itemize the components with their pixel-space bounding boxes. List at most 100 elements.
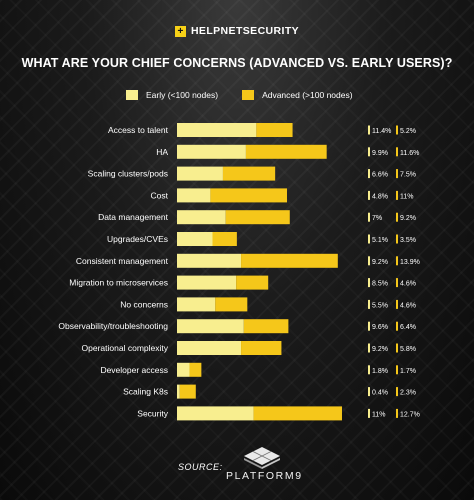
bar-early bbox=[177, 341, 242, 355]
bar-advanced bbox=[241, 341, 282, 355]
data-label-advanced: 2.3% bbox=[400, 390, 416, 397]
category-label: Cost bbox=[151, 190, 169, 200]
platform9-cube-icon bbox=[244, 447, 280, 469]
category-label: Upgrades/CVEs bbox=[107, 234, 168, 244]
data-label-early: 11.4% bbox=[372, 128, 391, 135]
legend-label-early: Early (<100 nodes) bbox=[146, 90, 219, 100]
data-label-early: 9.2% bbox=[372, 346, 388, 353]
data-label-advanced: 13.9% bbox=[400, 259, 420, 266]
data-label-early: 9.6% bbox=[372, 324, 388, 331]
bar-advanced bbox=[225, 210, 290, 225]
category-label: Consistent management bbox=[76, 256, 169, 266]
source-label: SOURCE: bbox=[178, 462, 223, 472]
bar-advanced bbox=[243, 319, 289, 334]
bar-early bbox=[177, 166, 223, 181]
data-label-advanced: 12.7% bbox=[400, 411, 420, 418]
value-marker-early bbox=[368, 321, 370, 331]
bar-early bbox=[177, 319, 244, 334]
value-marker-early bbox=[368, 408, 370, 418]
value-marker-advanced bbox=[396, 278, 398, 288]
bar-early bbox=[177, 232, 213, 246]
legend-item-early: Early (<100 nodes) bbox=[126, 90, 218, 100]
category-label: Observability/troubleshooting bbox=[58, 321, 168, 331]
value-marker-early bbox=[368, 299, 370, 309]
bar-early bbox=[177, 297, 216, 312]
bar-advanced bbox=[210, 188, 287, 203]
data-label-advanced: 4.6% bbox=[400, 302, 416, 309]
bar-advanced bbox=[241, 253, 338, 268]
data-label-early: 1.8% bbox=[372, 368, 388, 375]
data-label-early: 11% bbox=[372, 411, 386, 418]
category-label: Developer access bbox=[100, 365, 168, 375]
data-label-advanced: 9.2% bbox=[400, 215, 416, 222]
bar-advanced bbox=[212, 232, 237, 246]
value-marker-early bbox=[368, 365, 370, 375]
value-marker-early bbox=[368, 147, 370, 157]
bar-early bbox=[177, 362, 190, 377]
brand-name: HELPNETSECURITY bbox=[190, 25, 300, 37]
bar-advanced bbox=[253, 406, 342, 421]
data-label-early: 0.4% bbox=[372, 390, 388, 397]
value-marker-early bbox=[368, 169, 370, 179]
legend-label-advanced: Advanced (>100 nodes) bbox=[262, 90, 353, 100]
value-marker-early bbox=[368, 212, 370, 222]
bar-early bbox=[177, 253, 242, 268]
bar-advanced bbox=[245, 144, 327, 159]
category-label: Migration to microservices bbox=[69, 278, 168, 288]
value-marker-early bbox=[368, 234, 370, 244]
data-label-advanced: 3.5% bbox=[400, 237, 416, 244]
value-marker-early bbox=[368, 190, 370, 200]
category-label: Data management bbox=[98, 212, 169, 222]
chart-legend: Early (<100 nodes) Advanced (>100 nodes) bbox=[126, 90, 377, 100]
value-marker-advanced bbox=[396, 299, 398, 309]
category-label: Scaling clusters/pods bbox=[88, 169, 168, 179]
brand-plus-icon: + bbox=[174, 25, 186, 37]
category-label: Access to talent bbox=[108, 125, 169, 135]
value-marker-advanced bbox=[396, 387, 398, 397]
bar-advanced bbox=[236, 275, 269, 290]
data-label-advanced: 1.7% bbox=[400, 368, 416, 375]
data-label-advanced: 11% bbox=[400, 193, 414, 200]
bar-advanced bbox=[189, 362, 202, 377]
legend-swatch-early bbox=[126, 90, 138, 100]
bar-early bbox=[177, 188, 211, 203]
data-label-early: 8.5% bbox=[372, 281, 388, 288]
brand-header: + HELPNETSECURITY bbox=[0, 25, 474, 37]
value-marker-advanced bbox=[396, 190, 398, 200]
bar-early bbox=[177, 384, 180, 399]
value-marker-advanced bbox=[396, 256, 398, 266]
data-label-advanced: 6.4% bbox=[400, 324, 416, 331]
legend-swatch-advanced bbox=[242, 90, 255, 100]
value-marker-advanced bbox=[396, 408, 398, 418]
data-label-advanced: 11.6% bbox=[400, 150, 419, 157]
value-marker-advanced bbox=[396, 234, 398, 244]
platform9-wordmark: PLATFORM9 bbox=[226, 470, 303, 482]
data-label-early: 7% bbox=[372, 215, 382, 222]
value-marker-early bbox=[368, 278, 370, 288]
data-label-early: 9.2% bbox=[372, 259, 388, 266]
value-marker-advanced bbox=[396, 365, 398, 375]
legend-item-advanced: Advanced (>100 nodes) bbox=[242, 90, 353, 100]
bar-advanced bbox=[179, 384, 196, 399]
value-marker-advanced bbox=[396, 343, 398, 353]
value-marker-advanced bbox=[396, 169, 398, 179]
data-label-early: 4.8% bbox=[372, 193, 388, 200]
value-marker-early bbox=[368, 256, 370, 266]
category-label: Security bbox=[137, 408, 168, 418]
bar-early bbox=[177, 275, 237, 290]
data-label-advanced: 4.6% bbox=[400, 281, 416, 288]
value-marker-advanced bbox=[396, 125, 398, 135]
bar-early bbox=[177, 123, 257, 137]
value-marker-early bbox=[368, 343, 370, 353]
bar-advanced bbox=[222, 166, 276, 181]
category-label: HA bbox=[156, 147, 168, 157]
bar-advanced bbox=[256, 123, 293, 137]
value-marker-advanced bbox=[396, 212, 398, 222]
value-marker-advanced bbox=[396, 147, 398, 157]
data-label-early: 5.1% bbox=[372, 237, 388, 244]
category-label: Scaling K8s bbox=[123, 387, 168, 397]
bar-advanced bbox=[215, 297, 248, 312]
data-label-early: 6.6% bbox=[372, 172, 388, 179]
data-label-advanced: 5.8% bbox=[400, 346, 416, 353]
